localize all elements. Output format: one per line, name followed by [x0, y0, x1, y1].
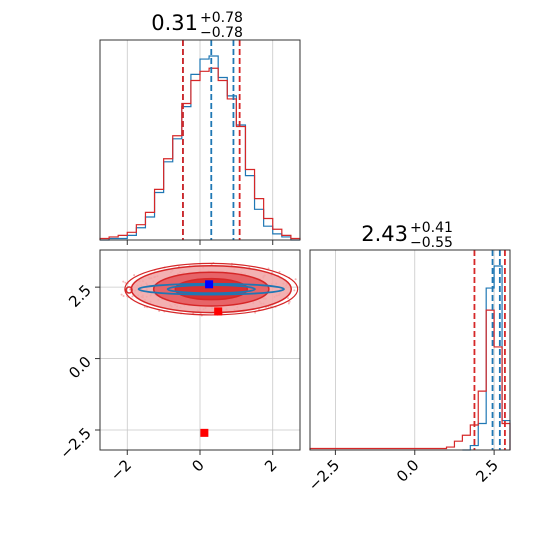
panel-2d: −2 0 2 −2.5 0.0 2.5 [56, 249, 301, 484]
hist-top-frame [99, 39, 301, 241]
panel-hist-right: 2.43 +0.41 −0.55 −2.5 0.0 2.5 [305, 220, 511, 495]
hist-top-series [99, 55, 301, 241]
sample-point [120, 293, 123, 296]
hist-top-title-minus: −0.78 [200, 25, 243, 41]
sample-point [128, 288, 131, 291]
sample-point [122, 280, 125, 283]
hist-right-frame [309, 249, 511, 451]
xtick-label: 2.5 [472, 456, 502, 486]
sample-point [254, 311, 257, 314]
hist-right-grid [334, 250, 495, 450]
xtick-label: 0 [188, 456, 207, 475]
sample-point [122, 295, 125, 298]
xtick-label: 2 [261, 456, 280, 475]
ytick-label: 0.0 [65, 353, 95, 383]
hist-top-title-value: 0.31 [151, 11, 198, 35]
sample-point [294, 278, 297, 281]
hist-series-1 [99, 67, 301, 240]
hist-top-vlines [182, 40, 241, 240]
sample-point [124, 281, 127, 284]
hist-top-title: 0.31 [151, 11, 198, 35]
scatter-xticks: −2 0 2 [107, 450, 281, 484]
ytick-label: 2.5 [65, 281, 95, 311]
marker-point [200, 428, 209, 437]
hist-right-series [309, 265, 511, 451]
hist-right-title-minus: −0.55 [410, 235, 453, 251]
hist-right-title-value: 2.43 [361, 222, 408, 246]
sample-point [287, 302, 290, 305]
ytick-label: −2.5 [56, 424, 94, 462]
scatter-points [125, 280, 223, 437]
sample-point [143, 305, 146, 308]
sample-point [267, 267, 270, 270]
hist-right-vlines [473, 250, 506, 450]
hist-right-xticks: −2.5 0.0 2.5 [305, 450, 502, 495]
red-contour-outer [124, 262, 299, 316]
xtick-label: −2 [107, 456, 135, 484]
scatter-yticks: −2.5 0.0 2.5 [56, 281, 100, 463]
marker-point [205, 280, 214, 289]
marker-point [125, 286, 133, 294]
sample-point [133, 274, 136, 277]
hist-right-title: 2.43 [361, 222, 408, 246]
marker-point [214, 307, 223, 316]
scatter-contours [120, 262, 299, 317]
hist-top-title-plus: +0.78 [200, 10, 243, 26]
sample-point [131, 295, 134, 298]
hist-series-1 [309, 309, 511, 450]
xtick-label: 0.0 [393, 456, 423, 486]
panel-hist-top: 0.31 +0.78 −0.78 [99, 10, 301, 245]
xtick-label: −2.5 [305, 456, 343, 494]
sample-point [158, 310, 161, 313]
sample-point [278, 270, 281, 273]
sample-point [293, 289, 296, 292]
hist-right-title-plus: +0.41 [410, 220, 453, 236]
sample-point [287, 297, 290, 300]
